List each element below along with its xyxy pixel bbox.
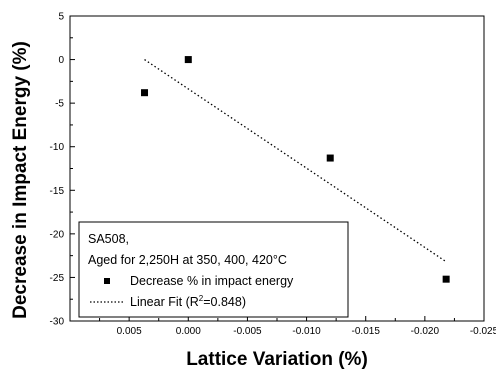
legend-title-line-2: Aged for 2,250H at 350, 400, 420°C [88,253,287,267]
legend-title-line-1: SA508, [88,232,129,246]
linear-fit-line [144,59,447,263]
y-tick-label: -10 [50,142,65,153]
legend-fit-label-prefix: Linear Fit (R [130,295,199,309]
y-tick-label: -30 [50,317,65,328]
data-point [326,154,334,162]
data-point [141,89,149,97]
x-axis-title: Lattice Variation (%) [186,349,368,370]
x-tick-label: -0.020 [411,326,440,337]
linear-fit-layer [144,59,447,263]
y-tick-label: -25 [50,273,65,284]
legend-fit-label: Linear Fit (R2=0.848) [130,294,246,309]
x-tick-label: -0.015 [352,326,381,337]
legend-box [78,221,349,318]
y-tick-label: -15 [50,186,65,197]
legend-square-marker [104,278,110,284]
y-tick-label: -5 [55,99,64,110]
data-point [184,56,192,64]
legend-fit-label-superscript: 2 [199,294,204,303]
legend: SA508, Aged for 2,250H at 350, 400, 420°… [78,221,349,318]
x-axis: 0.005 0.000 -0.005 -0.010 -0.015 -0.020 -0.025 [99,316,496,337]
x-tick-label: -0.025 [470,326,496,337]
x-tick-label: -0.005 [233,326,262,337]
y-tick-label: 0 [58,55,64,66]
x-tick-label: 0.005 [117,326,142,337]
data-points [141,56,450,283]
y-axis: 5 0 -5 -10 -15 -20 -25 -30 [50,12,75,328]
y-tick-label: 5 [58,12,64,23]
data-point [442,275,450,283]
x-tick-label: -0.010 [292,326,321,337]
legend-fit-label-suffix: =0.848) [203,295,246,309]
x-tick-label: 0.000 [176,326,201,337]
y-tick-label: -20 [50,229,65,240]
legend-scatter-label: Decrease % in impact energy [130,274,294,288]
y-axis-title: Decrease in Impact Energy (%) [10,41,31,319]
